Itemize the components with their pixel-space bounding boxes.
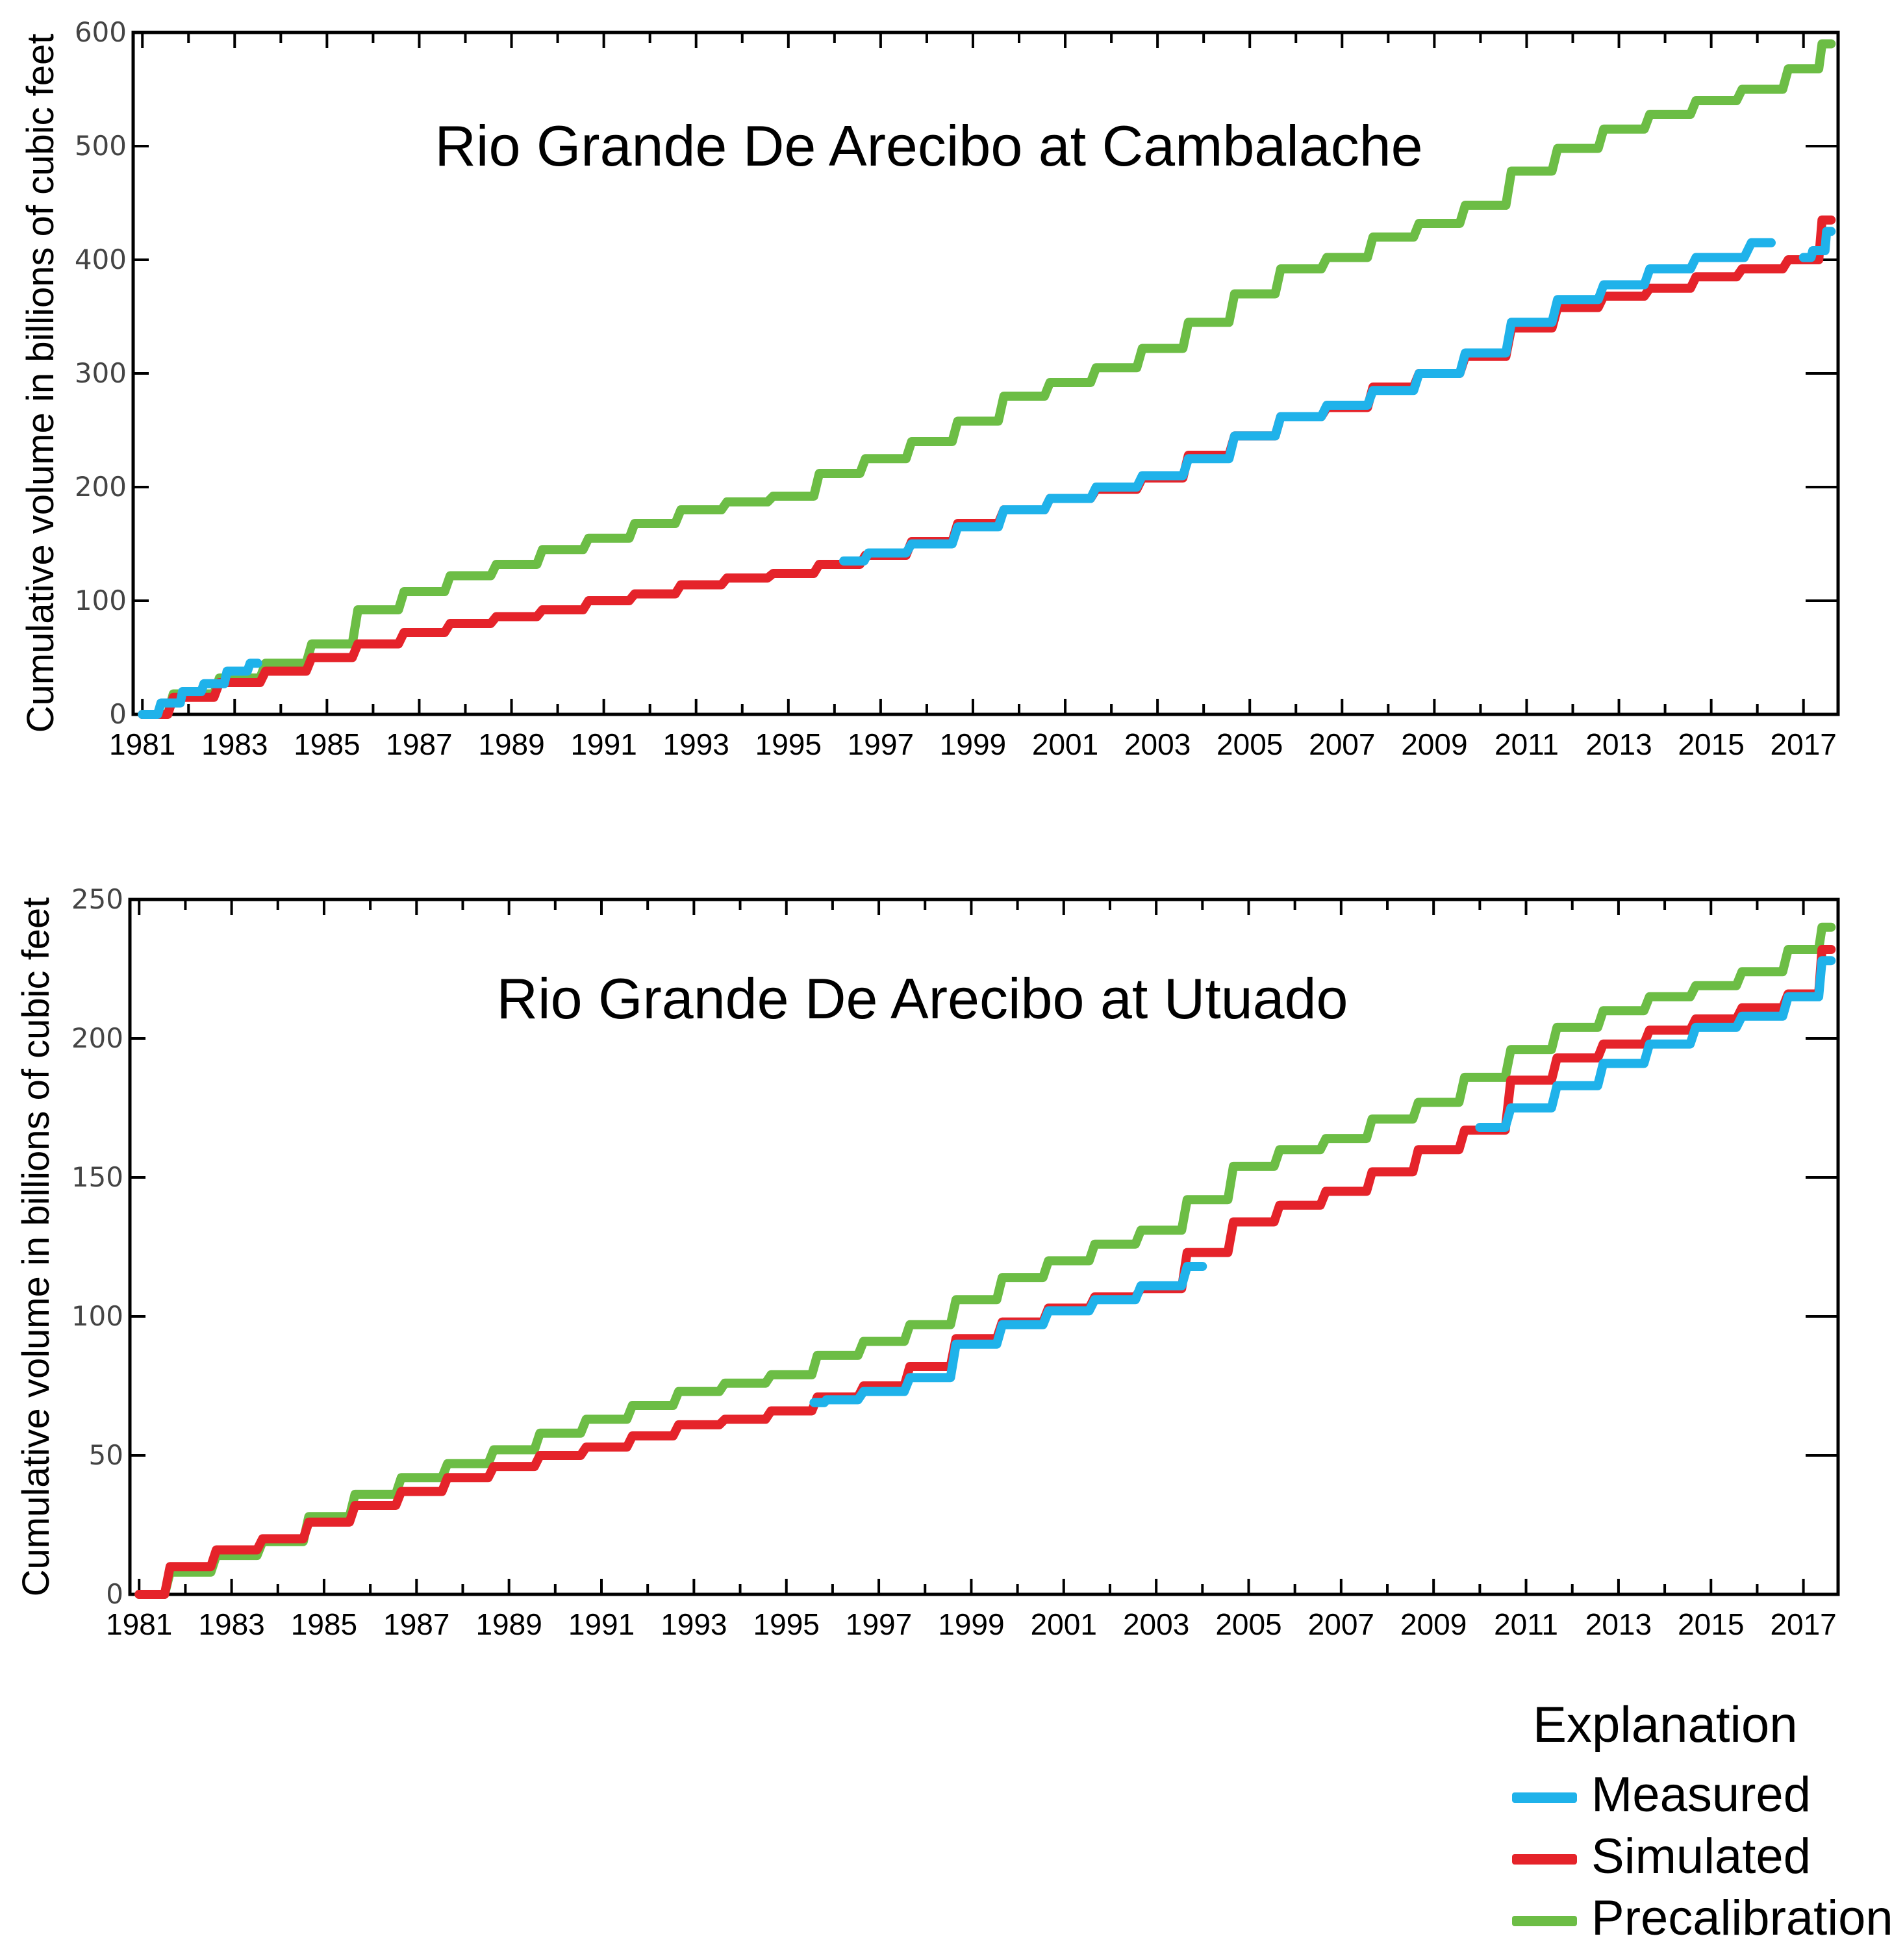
x-tick-label: 1995 bbox=[753, 1607, 820, 1641]
chart-title: Rio Grande De Arecibo at Utuado bbox=[497, 966, 1348, 1031]
y-tick-label: 0 bbox=[106, 1578, 123, 1610]
legend-item-measured: Measured bbox=[1507, 1766, 1871, 1825]
legend-label: Measured bbox=[1591, 1767, 1811, 1822]
legend-swatch-precalibration bbox=[1512, 1916, 1577, 1926]
x-tick-label: 2009 bbox=[1400, 1607, 1467, 1641]
series-line-precalibration bbox=[134, 922, 1836, 1599]
x-tick-label: 2009 bbox=[1401, 727, 1467, 761]
x-tick-label: 1989 bbox=[478, 727, 544, 761]
chart-title: Rio Grande De Arecibo at Cambalache bbox=[435, 114, 1422, 178]
x-tick-label: 1993 bbox=[661, 1607, 727, 1641]
x-tick-label: 2003 bbox=[1123, 1607, 1189, 1641]
x-tick-label: 1999 bbox=[940, 727, 1006, 761]
legend-label: Simulated bbox=[1591, 1829, 1811, 1884]
x-tick-label: 1981 bbox=[109, 727, 175, 761]
y-tick-label: 300 bbox=[75, 357, 127, 389]
y-tick-label: 600 bbox=[75, 16, 127, 48]
series-line-measured bbox=[1475, 956, 1836, 1132]
x-tick-label: 1991 bbox=[568, 1607, 635, 1641]
y-axis-title: Cumulative volume in billions of cubic f… bbox=[15, 898, 57, 1597]
legend-item-precalibration: Precalibration bbox=[1507, 1890, 1892, 1948]
y-ticks: 0 100 200 300 400 500 600 bbox=[75, 16, 1838, 730]
y-tick-label: 50 bbox=[89, 1439, 123, 1471]
legend-swatch-measured bbox=[1512, 1792, 1577, 1803]
y-tick-label: 400 bbox=[75, 244, 127, 275]
x-tick-label: 2007 bbox=[1309, 727, 1375, 761]
y-ticks: 0 50 100 150 200 250 bbox=[71, 883, 1838, 1610]
x-tick-label: 1995 bbox=[755, 727, 822, 761]
y-tick-label: 250 bbox=[71, 883, 123, 915]
x-tick-label: 1985 bbox=[291, 1607, 357, 1641]
x-tick-label: 1983 bbox=[198, 1607, 264, 1641]
y-tick-label: 150 bbox=[71, 1161, 123, 1193]
x-tick-label: 2001 bbox=[1032, 727, 1098, 761]
x-ticks: 1981 1983 1985 1987 1989 1991 1993 1995 1997 1999… bbox=[109, 32, 1837, 761]
x-tick-label: 1997 bbox=[848, 727, 914, 761]
series-layer bbox=[134, 922, 1836, 1599]
x-tick-label: 2011 bbox=[1494, 1607, 1558, 1641]
legend: Explanation Measured Simulated Precalibr… bbox=[1507, 1695, 1892, 1948]
x-tick-label: 2013 bbox=[1585, 727, 1652, 761]
x-tick-label: 2015 bbox=[1678, 727, 1744, 761]
y-tick-label: 100 bbox=[71, 1300, 123, 1332]
series-layer bbox=[138, 39, 1836, 719]
x-tick-label: 1993 bbox=[663, 727, 729, 761]
x-tick-label: 2003 bbox=[1124, 727, 1191, 761]
series-line-measured bbox=[839, 238, 1776, 566]
legend-swatch-simulated bbox=[1512, 1854, 1577, 1865]
y-tick-label: 200 bbox=[71, 1022, 123, 1054]
y-tick-label: 0 bbox=[109, 698, 127, 730]
x-tick-label: 1991 bbox=[570, 727, 637, 761]
x-tick-label: 2005 bbox=[1215, 1607, 1281, 1641]
x-tick-label: 2005 bbox=[1217, 727, 1283, 761]
x-tick-label: 1987 bbox=[386, 727, 452, 761]
x-tick-label: 2013 bbox=[1585, 1607, 1652, 1641]
x-tick-label: 2017 bbox=[1770, 1607, 1836, 1641]
x-ticks: 1981 1983 1985 1987 1989 1991 1993 1995 1997 1999… bbox=[106, 899, 1837, 1641]
x-tick-label: 1999 bbox=[938, 1607, 1004, 1641]
x-tick-label: 1983 bbox=[201, 727, 268, 761]
series-line-precalibration bbox=[138, 39, 1836, 719]
series-line-measured bbox=[1798, 227, 1836, 262]
legend-label: Precalibration bbox=[1591, 1891, 1892, 1946]
plot-frame bbox=[128, 898, 1840, 1596]
x-tick-label: 2001 bbox=[1031, 1607, 1097, 1641]
y-tick-label: 200 bbox=[75, 471, 127, 503]
chart-utuado: 1981 1983 1985 1987 1989 1991 1993 1995 1997 1999… bbox=[15, 883, 1840, 1641]
x-tick-label: 1989 bbox=[475, 1607, 542, 1641]
series-line-measured bbox=[138, 659, 262, 719]
x-tick-label: 2007 bbox=[1308, 1607, 1374, 1641]
chart-cambalache: 1981 1983 1985 1987 1989 1991 1993 1995 1997 1999… bbox=[19, 16, 1840, 761]
y-tick-label: 100 bbox=[75, 584, 127, 616]
series-line-simulated bbox=[138, 215, 1836, 719]
legend-title: Explanation bbox=[1533, 1696, 1798, 1753]
x-tick-label: 1981 bbox=[106, 1607, 172, 1641]
x-tick-label: 1997 bbox=[846, 1607, 912, 1641]
y-axis-title: Cumulative volume in billions of cubic f… bbox=[19, 34, 62, 733]
x-tick-label: 2017 bbox=[1771, 727, 1837, 761]
x-tick-label: 1985 bbox=[294, 727, 360, 761]
y-tick-label: 500 bbox=[75, 130, 127, 162]
x-tick-label: 1987 bbox=[383, 1607, 449, 1641]
series-line-measured bbox=[809, 1262, 1207, 1407]
x-tick-label: 2011 bbox=[1495, 727, 1559, 761]
legend-item-simulated: Simulated bbox=[1507, 1828, 1871, 1887]
x-tick-label: 2015 bbox=[1678, 1607, 1744, 1641]
